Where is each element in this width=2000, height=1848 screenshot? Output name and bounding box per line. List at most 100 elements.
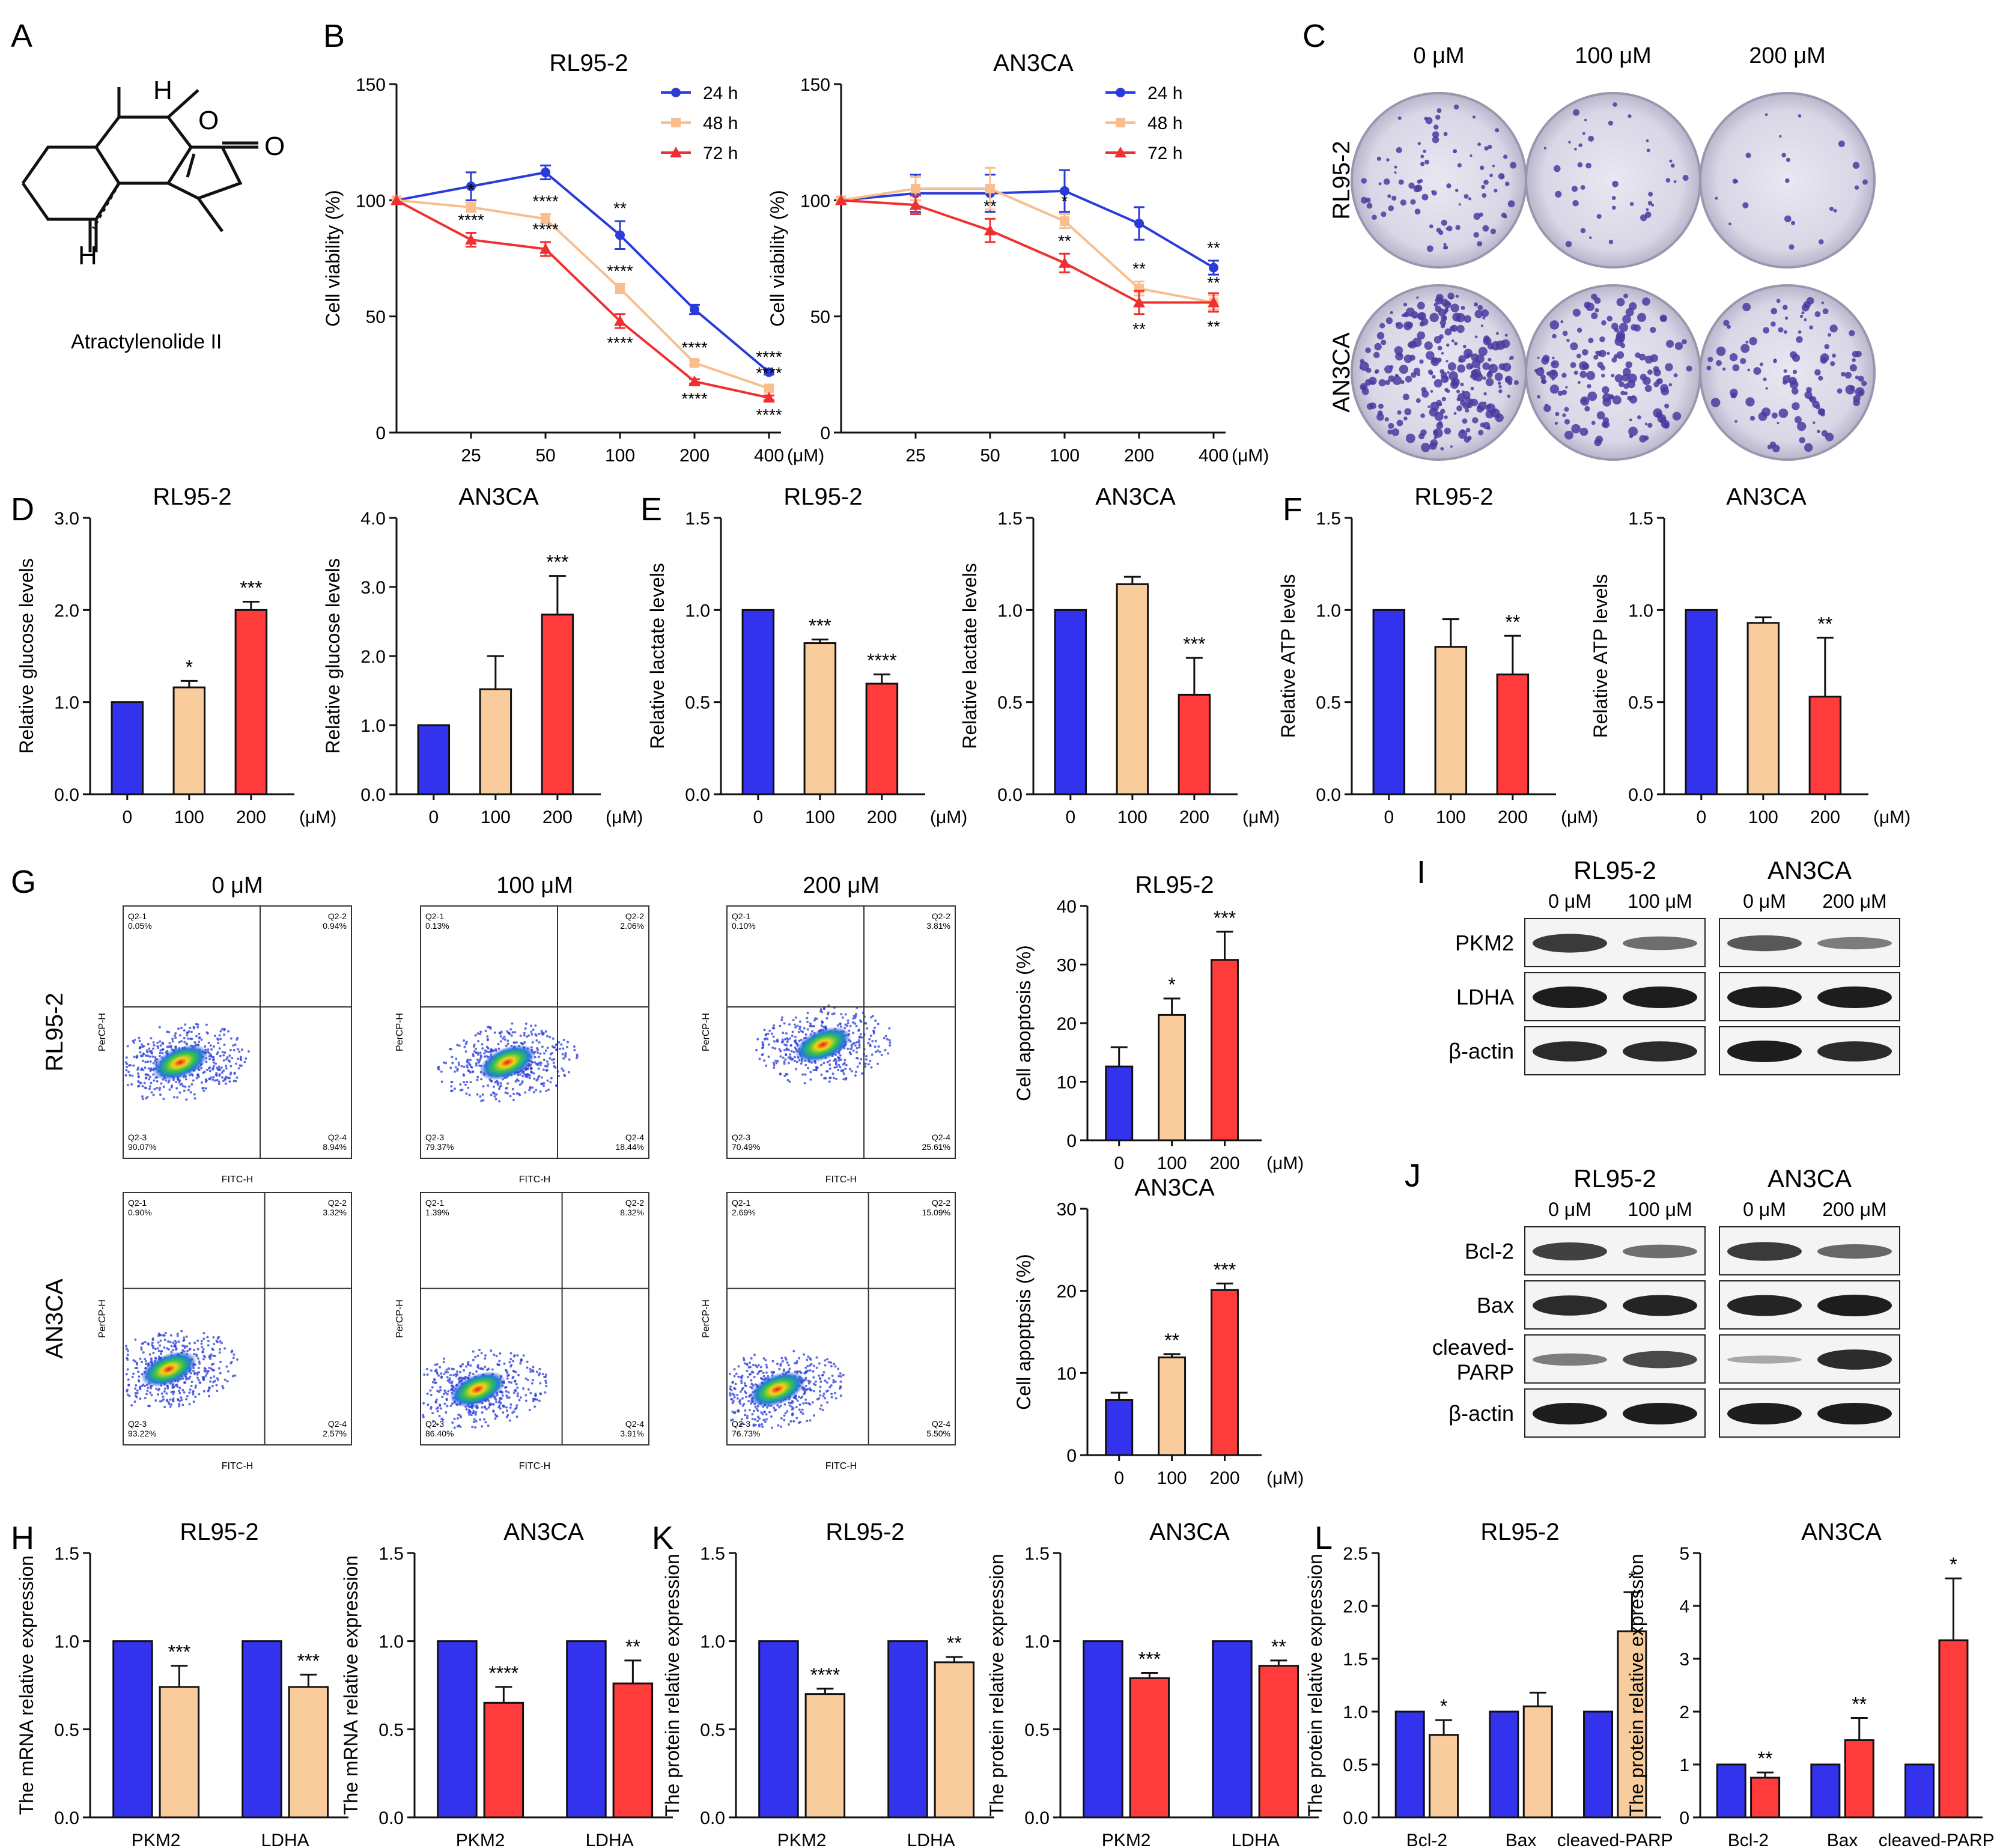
structure-atom-o-carbonyl: O — [264, 132, 285, 161]
colony-dot — [1594, 308, 1599, 312]
event-dot — [842, 1078, 845, 1081]
event-dot — [472, 1420, 475, 1423]
colony-dot — [1385, 380, 1390, 385]
event-dot — [786, 1037, 789, 1040]
event-dot — [828, 1080, 831, 1083]
event-dot — [793, 1056, 796, 1059]
event-dot — [843, 1059, 847, 1062]
panel-letter-e: E — [640, 491, 662, 527]
colony-dot — [1614, 327, 1619, 333]
event-dot — [834, 1380, 837, 1383]
event-dot — [821, 1373, 824, 1376]
colony-dot — [1440, 447, 1444, 451]
event-dot — [761, 1044, 764, 1047]
blot-dose-label: 0 μM — [1743, 1199, 1786, 1220]
event-dot — [188, 1348, 191, 1351]
event-dot — [506, 1082, 509, 1085]
event-dot — [803, 1353, 806, 1356]
colony-dot — [1631, 324, 1638, 331]
event-dot — [743, 1358, 746, 1361]
event-dot — [551, 1051, 554, 1054]
event-dot — [156, 1080, 159, 1083]
colony-dot — [1797, 422, 1807, 431]
event-dot — [463, 1065, 466, 1068]
event-dot — [804, 1376, 807, 1379]
event-dot — [536, 1047, 539, 1050]
event-dot — [160, 1392, 163, 1395]
colony-dot — [1417, 331, 1426, 340]
event-dot — [448, 1381, 451, 1384]
event-dot — [737, 1365, 740, 1368]
colony-dot — [1504, 181, 1510, 186]
event-dot — [202, 1337, 205, 1340]
event-dot — [874, 1039, 877, 1042]
event-dot — [532, 1366, 535, 1369]
event-dot — [889, 1041, 892, 1044]
event-dot — [452, 1373, 455, 1376]
colony-dot — [1420, 154, 1424, 159]
colony-dot — [1414, 208, 1421, 215]
event-dot — [200, 1340, 203, 1343]
event-dot — [798, 1357, 801, 1360]
event-dot — [215, 1384, 218, 1387]
colony-dot — [1501, 175, 1504, 178]
event-dot — [174, 1343, 177, 1346]
event-dot — [751, 1417, 754, 1420]
event-dot — [786, 1041, 789, 1044]
quadrant-label-q1-line: Q2-1 — [128, 911, 147, 921]
colony-dot — [1791, 220, 1796, 225]
event-dot — [212, 1058, 215, 1061]
event-dot — [187, 1089, 190, 1092]
blot-row-label-line: Bcl-2 — [1465, 1239, 1514, 1263]
event-dot — [531, 1086, 534, 1089]
event-dot — [233, 1048, 236, 1051]
event-dot — [740, 1423, 743, 1426]
structure-atom-h-bottom: H — [78, 241, 97, 270]
colony-dot — [1849, 385, 1855, 391]
colony-dot — [1386, 158, 1390, 162]
event-dot — [831, 1374, 834, 1377]
event-dot — [175, 1081, 178, 1084]
blot-dose-label: 0 μM — [1548, 1199, 1591, 1220]
event-dot — [134, 1338, 137, 1341]
colony-dot — [1476, 405, 1484, 413]
event-dot — [236, 1038, 239, 1041]
event-dot — [798, 1403, 801, 1406]
event-dot — [163, 1390, 166, 1393]
colony-dot — [1446, 343, 1450, 347]
protein-band — [1817, 937, 1892, 950]
event-dot — [472, 1350, 475, 1353]
event-dot — [137, 1370, 140, 1373]
quadrant-label-q1: Q2-1 0.10% — [732, 911, 756, 931]
event-dot — [779, 1404, 782, 1407]
event-dot — [167, 1348, 170, 1351]
colony-dot — [1421, 387, 1427, 393]
colony-dot — [1570, 362, 1576, 368]
event-dot — [445, 1411, 448, 1414]
colony-dot — [1616, 330, 1626, 340]
event-dot — [464, 1083, 467, 1086]
event-dot — [849, 1048, 852, 1051]
event-dot — [215, 1072, 218, 1075]
event-dot — [765, 1064, 768, 1067]
event-dot — [506, 1372, 509, 1375]
protein-band — [1533, 986, 1607, 1008]
event-dot — [162, 1395, 165, 1398]
event-dot — [435, 1398, 438, 1401]
event-dot — [533, 1077, 536, 1080]
event-dot — [204, 1370, 207, 1373]
flow-dose-label: 200 μM — [803, 873, 880, 898]
event-dot — [765, 1366, 768, 1369]
colony-dot — [1853, 399, 1860, 406]
event-dot — [451, 1081, 454, 1084]
event-dot — [213, 1343, 216, 1346]
event-dot — [426, 1392, 429, 1395]
event-dot — [758, 1417, 761, 1420]
event-dot — [730, 1388, 733, 1391]
event-dot — [809, 1364, 812, 1367]
quadrant-label-q2: Q2-2 15.09% — [922, 1198, 951, 1217]
event-dot — [744, 1384, 747, 1387]
event-dot — [495, 1400, 498, 1403]
chemical-structure — [21, 87, 258, 252]
event-dot — [223, 1051, 226, 1054]
